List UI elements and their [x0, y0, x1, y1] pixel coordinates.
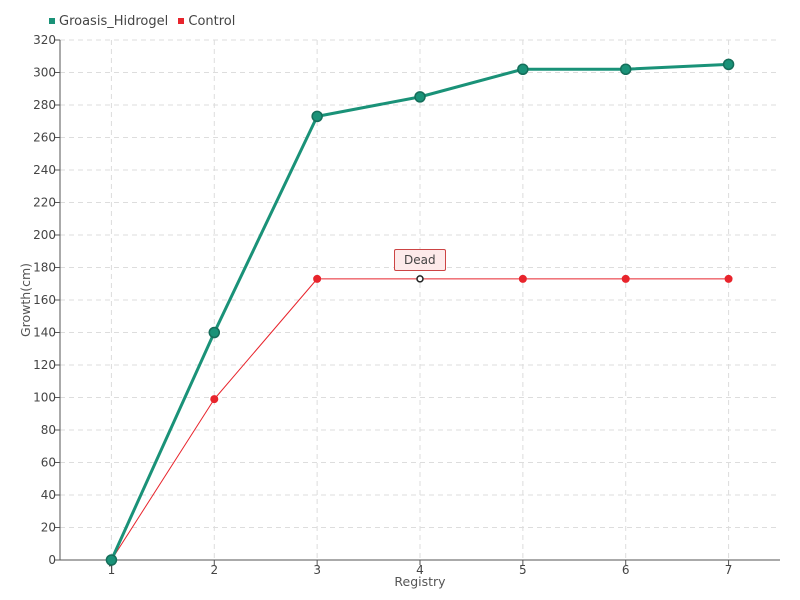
y-tick-label: 300: [33, 66, 56, 80]
x-tick-label: 4: [416, 563, 424, 577]
data-point-groasis[interactable]: [414, 91, 426, 103]
y-tick-label: 20: [41, 521, 56, 535]
axes: [55, 39, 780, 565]
data-point-control-highlighted[interactable]: [416, 275, 424, 283]
y-tick-label: 40: [41, 488, 56, 502]
data-point-groasis[interactable]: [105, 554, 118, 566]
data-point-groasis[interactable]: [208, 326, 221, 339]
grid-lines: [60, 39, 780, 560]
annotation-tooltip: Dead: [394, 248, 446, 271]
y-tick-label: 120: [33, 358, 56, 372]
chart-legend: Groasis_Hidrogel Control: [49, 13, 241, 29]
y-tick-label: 200: [33, 228, 56, 242]
y-tick-label: 220: [33, 196, 56, 210]
data-point-groasis[interactable]: [311, 110, 323, 123]
data-point-control[interactable]: [724, 274, 733, 283]
data-point-control[interactable]: [210, 395, 219, 404]
legend-item-groasis[interactable]: Groasis_Hidrogel: [49, 14, 168, 29]
tick-labels: 0 20 40 60 80 100 120 140 160 180 200 220 240 260 280 3…: [33, 33, 732, 577]
x-tick-label: 7: [725, 563, 733, 577]
legend-swatch-groasis: [49, 18, 55, 24]
y-tick-label: 180: [33, 261, 56, 275]
data-point-control[interactable]: [313, 274, 322, 283]
y-tick-label: 240: [33, 163, 56, 177]
x-tick-label: 3: [313, 563, 321, 577]
y-tick-label: 100: [33, 391, 56, 405]
data-point-groasis[interactable]: [619, 63, 632, 75]
x-tick-label: 6: [622, 563, 630, 577]
data-point-groasis[interactable]: [517, 63, 529, 75]
data-point-groasis[interactable]: [722, 58, 735, 71]
y-tick-label: 0: [48, 553, 56, 567]
y-tick-label: 80: [41, 423, 56, 437]
data-point-control[interactable]: [621, 274, 630, 283]
legend-label-control: Control: [188, 13, 236, 29]
y-tick-label: 140: [33, 326, 56, 340]
y-tick-label: 260: [33, 131, 56, 145]
series-group: [105, 58, 735, 566]
x-tick-label: 2: [210, 563, 218, 577]
x-tick-label: 1: [108, 563, 116, 577]
y-tick-label: 280: [33, 98, 56, 112]
y-tick-label: 160: [33, 293, 56, 307]
legend-label-groasis: Groasis_Hidrogel: [59, 13, 169, 29]
y-axis-title: Growth(cm): [18, 263, 33, 337]
x-tick-label: 5: [519, 563, 527, 577]
legend-item-control[interactable]: Control: [178, 14, 235, 29]
y-tick-label: 320: [33, 33, 56, 47]
y-tick-label: 60: [41, 456, 56, 470]
x-axis-title: Registry: [394, 574, 446, 589]
legend-swatch-control: [178, 18, 185, 24]
data-point-control[interactable]: [518, 274, 527, 283]
